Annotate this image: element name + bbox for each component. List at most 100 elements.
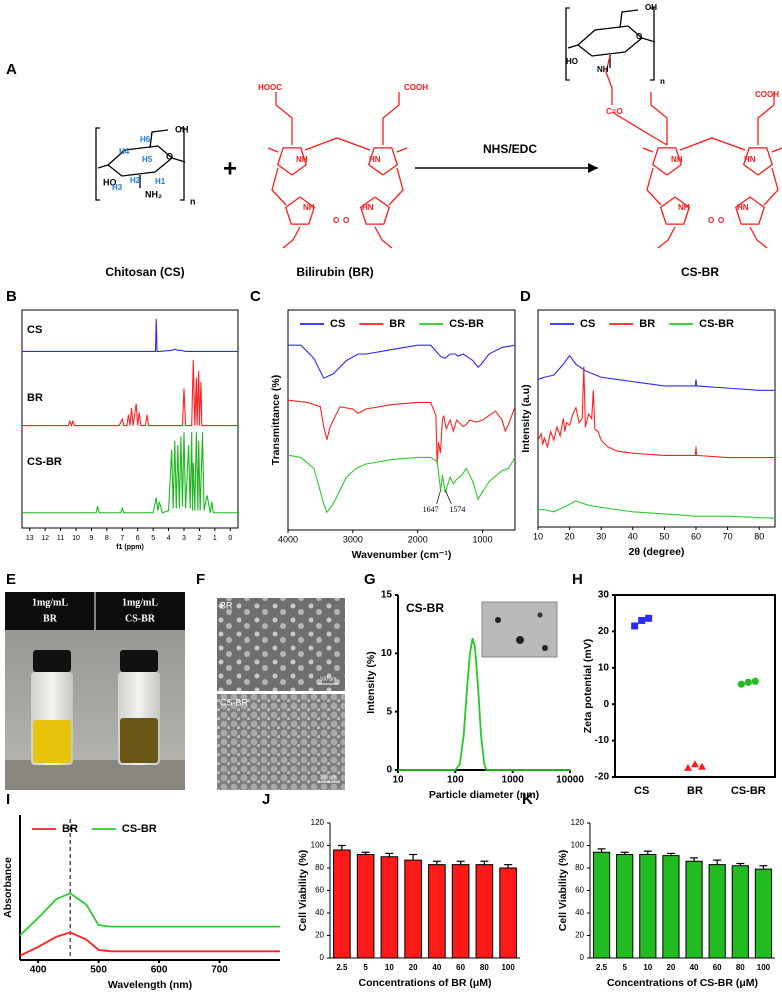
sem-image xyxy=(217,598,345,691)
panel-letter: J xyxy=(262,791,270,808)
y-tick-label: 20 xyxy=(315,931,324,940)
methyl xyxy=(642,147,654,153)
x-tick-label: 5 xyxy=(151,535,155,542)
tem-particle xyxy=(542,645,548,651)
atom-label: O xyxy=(718,216,724,225)
data-line xyxy=(22,432,238,514)
x-axis-label: Concentrations of CS-BR (μM) xyxy=(607,977,758,989)
bar xyxy=(404,859,422,959)
sem-label: CS-BR xyxy=(220,697,249,707)
legend-label: CS-BR xyxy=(699,318,734,330)
y-axis-label: Cell Viability (%) xyxy=(557,850,569,932)
x-tick-label: 400 xyxy=(30,965,47,976)
propionic-chain xyxy=(382,92,400,145)
bond xyxy=(641,37,656,43)
proton-label: H2 xyxy=(130,176,141,185)
y-tick-label: 0 xyxy=(320,953,325,962)
x-tick-label: 80 xyxy=(754,531,764,541)
plot-frame xyxy=(614,594,776,778)
panel-letter: I xyxy=(6,791,10,808)
y-tick-label: 120 xyxy=(311,818,325,827)
y-tick-label: 15 xyxy=(381,590,393,601)
panel-letter: B xyxy=(6,288,17,305)
x-tick-label: 1 xyxy=(213,535,217,542)
bond xyxy=(149,129,169,149)
methyl xyxy=(771,147,782,153)
x-axis-label: Particle diameter (nm) xyxy=(429,789,539,801)
y-tick-label: -20 xyxy=(595,772,610,783)
data-line xyxy=(288,344,516,379)
y-axis-label: Absorbance xyxy=(2,857,14,918)
x-tick-label: CS xyxy=(634,785,649,797)
data-line xyxy=(537,366,775,459)
data-point xyxy=(744,678,752,686)
x-tick-label: 100 xyxy=(757,963,771,972)
atom-label: HN xyxy=(744,155,756,164)
y-tick-label: 30 xyxy=(598,590,610,601)
x-tick-label: 7 xyxy=(120,535,124,542)
y-tick-label: 0 xyxy=(603,699,609,710)
methylene-bridge xyxy=(679,137,746,151)
methine-bridge xyxy=(646,167,662,206)
bond xyxy=(171,157,186,163)
data-point xyxy=(645,614,653,622)
atom-label: HN xyxy=(362,203,374,212)
pyrrole-ring xyxy=(651,147,683,176)
data-point xyxy=(751,677,759,685)
x-tick-label: 40 xyxy=(690,963,699,972)
plot-frame xyxy=(287,309,516,531)
bracket xyxy=(650,7,655,81)
x-tick-label: 20 xyxy=(565,531,575,541)
x-tick-label: 60 xyxy=(713,963,722,972)
x-tick-label: 60 xyxy=(691,531,701,541)
plus-sign: + xyxy=(223,155,237,182)
bar xyxy=(380,856,399,959)
x-tick-label: 8 xyxy=(105,535,109,542)
x-tick-label: 1000 xyxy=(473,534,493,544)
vinyl xyxy=(657,226,676,249)
y-axis-label: Zeta potential (mV) xyxy=(582,639,594,734)
panel-letter: K xyxy=(522,791,533,808)
y-tick-label: 120 xyxy=(571,818,585,827)
x-axis-label: f1 (ppm) xyxy=(116,544,144,551)
x-axis-label: Wavenumber (cm⁻¹) xyxy=(352,549,452,561)
proton-label: H4 xyxy=(119,147,130,156)
y-tick-label: 60 xyxy=(575,886,584,895)
x-tick-label: 40 xyxy=(432,963,441,972)
atom-label: O xyxy=(333,216,339,225)
x-tick-label: 2.5 xyxy=(596,963,608,972)
atom-label: O xyxy=(343,216,349,225)
y-tick-label: 20 xyxy=(575,931,584,940)
y-axis-label: Intensity (a.u) xyxy=(520,384,532,452)
data-point xyxy=(684,763,692,771)
data-point xyxy=(691,760,699,768)
methine-bridge xyxy=(271,167,287,206)
arrow-head xyxy=(588,163,598,173)
legend-label: BR xyxy=(639,318,655,330)
data-point xyxy=(631,622,639,630)
x-tick-label: 10 xyxy=(643,963,652,972)
pyrrole-ring xyxy=(734,196,766,225)
data-line xyxy=(538,500,776,519)
x-tick-label: 60 xyxy=(456,963,465,972)
bar xyxy=(616,854,634,959)
amide-bond xyxy=(605,55,613,105)
atom-label: HO xyxy=(566,57,578,66)
legend-label: CS xyxy=(330,318,345,330)
x-axis-label: Wavelength (nm) xyxy=(108,979,192,991)
vial-label: 1mg/mL xyxy=(122,597,158,608)
atom-label: HO xyxy=(103,177,117,187)
pyrrole-ring xyxy=(284,196,316,225)
y-tick-label: 5 xyxy=(386,706,392,717)
x-tick-label: 20 xyxy=(666,963,675,972)
y-tick-label: 10 xyxy=(381,648,393,659)
pyrrole-ring xyxy=(742,147,774,176)
vial-label: CS-BR xyxy=(125,613,156,624)
x-tick-label: BR xyxy=(687,785,703,797)
bar xyxy=(592,851,611,959)
data-line xyxy=(287,399,516,465)
y-tick-label: 0 xyxy=(580,953,585,962)
data-line xyxy=(398,637,570,771)
data-line xyxy=(22,360,238,428)
x-tick-label: 80 xyxy=(736,963,745,972)
